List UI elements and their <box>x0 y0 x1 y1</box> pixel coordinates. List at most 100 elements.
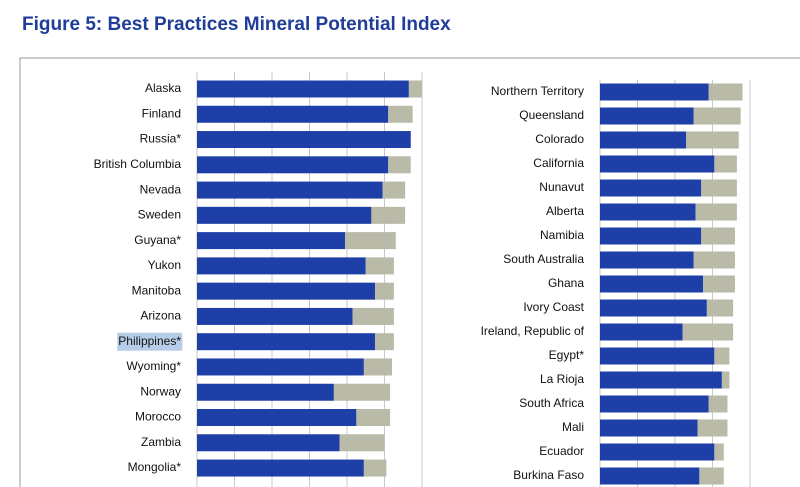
y-tick-label: Nunavut <box>539 180 584 194</box>
y-tick-label: Zambia <box>141 435 181 449</box>
bar-segment <box>388 156 411 174</box>
y-tick-label: Nevada <box>140 182 182 196</box>
y-tick-label: La Rioja <box>540 372 584 386</box>
bar-segment <box>708 83 743 101</box>
bar-segment <box>714 347 730 365</box>
y-tick-label: Yukon <box>148 258 181 272</box>
bar-segment <box>197 333 376 351</box>
bar-segment <box>714 443 724 461</box>
bar-segment <box>365 257 394 275</box>
y-tick-label: California <box>533 156 584 170</box>
y-tick-label: Norway <box>140 384 181 398</box>
bar-segment <box>693 251 735 269</box>
y-tick-label: Guyana* <box>134 233 181 247</box>
bar-segment <box>701 179 737 197</box>
bar-segment <box>695 203 737 221</box>
bar-segment <box>197 181 383 199</box>
y-tick-label: Mali <box>562 420 584 434</box>
y-tick-label: Russia* <box>140 132 182 146</box>
y-tick-label: British Columbia <box>94 157 182 171</box>
bar-segment <box>600 371 722 389</box>
y-tick-label: Ecuador <box>539 444 584 458</box>
bar-segment <box>682 323 734 341</box>
y-tick-label: Ireland, Republic of <box>481 324 585 338</box>
y-tick-label: Mongolia* <box>128 460 182 474</box>
bar-segment <box>356 409 391 427</box>
bar-segment <box>339 434 385 452</box>
y-tick-label: Ghana <box>548 276 584 290</box>
bar-segment <box>600 155 715 173</box>
bar-segment <box>197 80 409 98</box>
bar-segment <box>721 371 730 389</box>
bar-segment <box>697 419 728 437</box>
bar-segment <box>600 203 696 221</box>
bar-segment <box>371 206 406 224</box>
bar-segment <box>197 307 353 325</box>
bar-segment <box>197 409 357 427</box>
bar-segment <box>197 206 372 224</box>
y-tick-label: Queensland <box>519 108 584 122</box>
bar-segment <box>600 131 687 149</box>
bar-segment <box>600 347 715 365</box>
bar-segment <box>197 232 346 250</box>
y-tick-label: Colorado <box>535 132 584 146</box>
bar-segment <box>197 282 376 300</box>
bar-segment <box>197 156 389 174</box>
y-tick-label: Arizona <box>140 309 181 323</box>
bar-segment <box>333 383 391 401</box>
bar-segment <box>363 459 387 477</box>
bar-segment <box>600 179 702 197</box>
y-tick-label: Alaska <box>145 81 181 95</box>
bar-segment <box>703 275 735 293</box>
bar-segment <box>600 83 709 101</box>
bar-segment <box>382 181 406 199</box>
bar-segment <box>408 80 422 98</box>
chart-title: Figure 5: Best Practices Mineral Potenti… <box>22 14 451 35</box>
bar-segment <box>699 467 724 485</box>
y-tick-label: South Australia <box>503 252 584 266</box>
chart-frame <box>19 57 800 487</box>
bar-segment <box>345 232 396 250</box>
bar-segment <box>352 307 394 325</box>
bar-segment <box>600 443 715 461</box>
y-tick-label: Alberta <box>546 204 584 218</box>
y-tick-label: South Africa <box>519 396 584 410</box>
bar-segment <box>693 107 741 125</box>
bar-segment <box>600 467 700 485</box>
y-tick-label: Philippines* <box>118 334 181 348</box>
y-tick-label: Burkina Faso <box>513 468 584 482</box>
y-tick-label: Namibia <box>540 228 584 242</box>
bar-segment <box>600 299 707 317</box>
y-tick-label: Ivory Coast <box>523 300 584 314</box>
bar-segment <box>375 333 394 351</box>
bar-segment <box>600 395 709 413</box>
bar-segment <box>197 358 364 376</box>
bar-segment <box>197 434 340 452</box>
selection-highlight <box>117 332 183 351</box>
bar-segment <box>197 131 411 149</box>
bar-segment <box>600 251 694 269</box>
bar-segment <box>708 395 728 413</box>
bar-segment <box>600 107 694 125</box>
bar-segment <box>714 155 737 173</box>
bar-segment <box>600 275 704 293</box>
bar-segment <box>197 383 334 401</box>
bar-segment <box>197 105 389 123</box>
bar-segment <box>388 105 413 123</box>
bar-segment <box>363 358 392 376</box>
bar-segment <box>701 227 735 245</box>
bar-segment <box>600 227 702 245</box>
bar-segment <box>600 323 683 341</box>
bar-segment <box>706 299 734 317</box>
y-tick-label: Manitoba <box>132 283 182 297</box>
y-tick-label: Egypt* <box>549 348 585 362</box>
bar-segment <box>197 459 364 477</box>
y-tick-label: Morocco <box>135 410 181 424</box>
y-tick-label: Wyoming* <box>126 359 181 373</box>
y-tick-label: Finland <box>142 106 181 120</box>
y-tick-label: Northern Territory <box>491 84 584 98</box>
bar-segment <box>197 257 366 275</box>
bar-segment <box>686 131 739 149</box>
